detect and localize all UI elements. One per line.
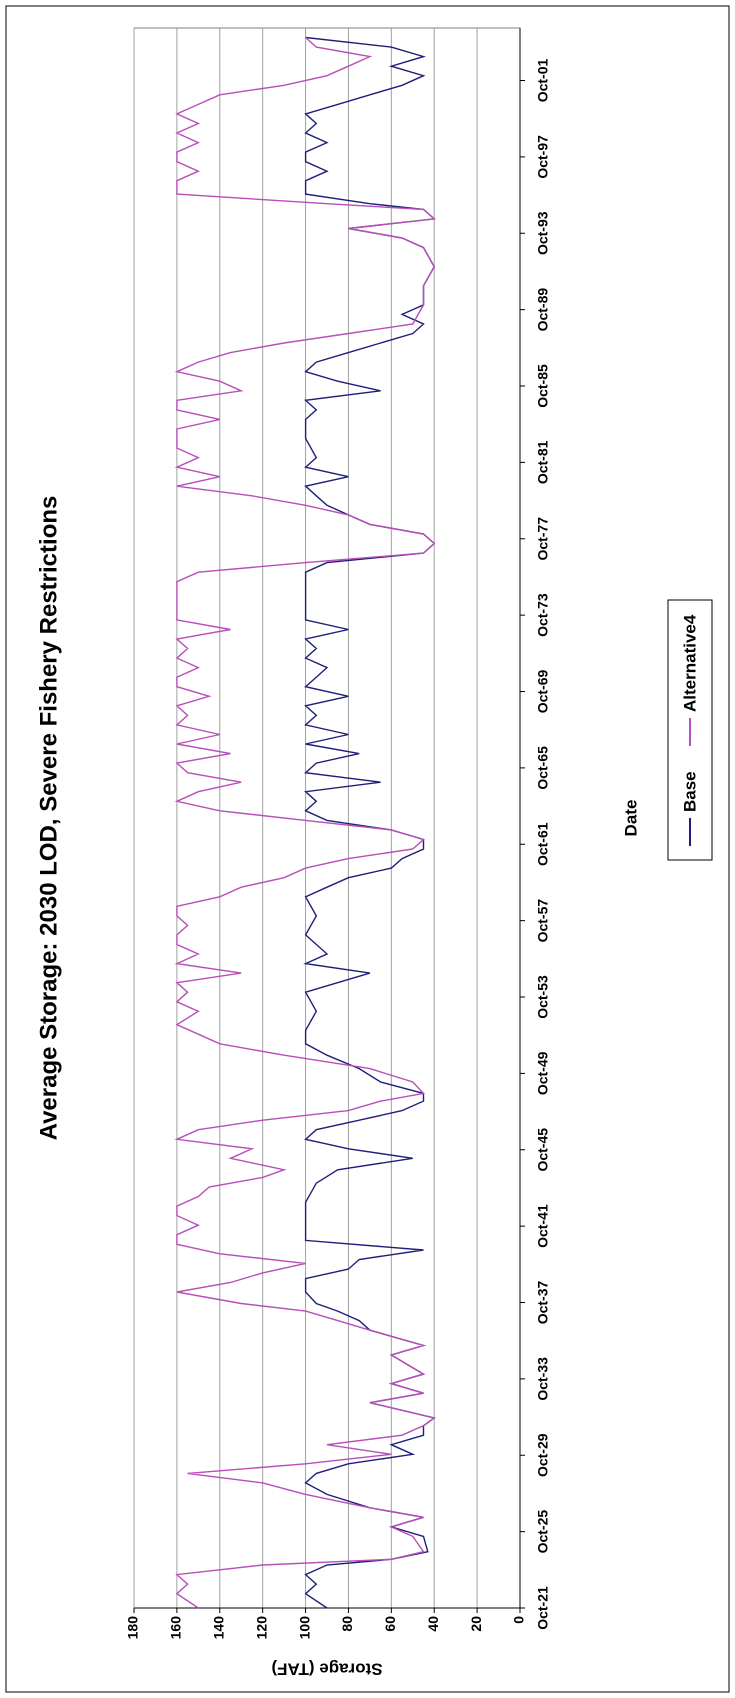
series-line <box>174 36 436 1609</box>
y-tick-label: 140 <box>210 1616 226 1640</box>
x-tick-label: Oct-97 <box>535 135 551 179</box>
x-axis-title: Date <box>621 800 640 837</box>
y-tick-label: 20 <box>468 1616 484 1632</box>
x-tick-label: Oct-37 <box>535 1281 551 1325</box>
legend-label: Base <box>680 771 699 812</box>
x-tick-label: Oct-57 <box>535 899 551 943</box>
x-tick-label: Oct-89 <box>535 288 551 332</box>
x-tick-label: Oct-61 <box>535 822 551 866</box>
x-tick-label: Oct-45 <box>535 1128 551 1172</box>
y-tick-label: 180 <box>125 1616 141 1640</box>
y-tick-label: 100 <box>296 1616 312 1640</box>
x-tick-label: Oct-01 <box>535 59 551 103</box>
y-tick-label: 80 <box>339 1616 355 1632</box>
x-tick-label: Oct-41 <box>535 1204 551 1248</box>
x-tick-label: Oct-33 <box>535 1357 551 1401</box>
x-tick-label: Oct-25 <box>535 1510 551 1554</box>
x-tick-label: Oct-21 <box>535 1586 551 1630</box>
y-tick-label: 0 <box>511 1616 527 1624</box>
y-tick-label: 160 <box>168 1616 184 1640</box>
x-tick-label: Oct-85 <box>535 364 551 408</box>
plot-area <box>133 27 521 1609</box>
x-tick-label: Oct-65 <box>535 746 551 790</box>
x-tick-label: Oct-49 <box>535 1051 551 1095</box>
chart-title: Average Storage: 2030 LOD, Severe Fisher… <box>35 496 62 1141</box>
x-tick-label: Oct-93 <box>535 211 551 255</box>
x-tick-label: Oct-69 <box>535 670 551 714</box>
x-tick-label: Oct-77 <box>535 517 551 561</box>
legend-label: Alternative4 <box>680 614 699 712</box>
y-tick-label: 60 <box>382 1616 398 1632</box>
y-axis-title: Storage (TAF) <box>271 1660 382 1679</box>
x-tick-label: Oct-53 <box>535 975 551 1019</box>
y-tick-label: 40 <box>425 1616 441 1632</box>
x-tick-label: Oct-29 <box>535 1433 551 1477</box>
y-tick-label: 120 <box>253 1616 269 1640</box>
x-tick-label: Oct-73 <box>535 593 551 637</box>
x-tick-label: Oct-81 <box>535 440 551 484</box>
